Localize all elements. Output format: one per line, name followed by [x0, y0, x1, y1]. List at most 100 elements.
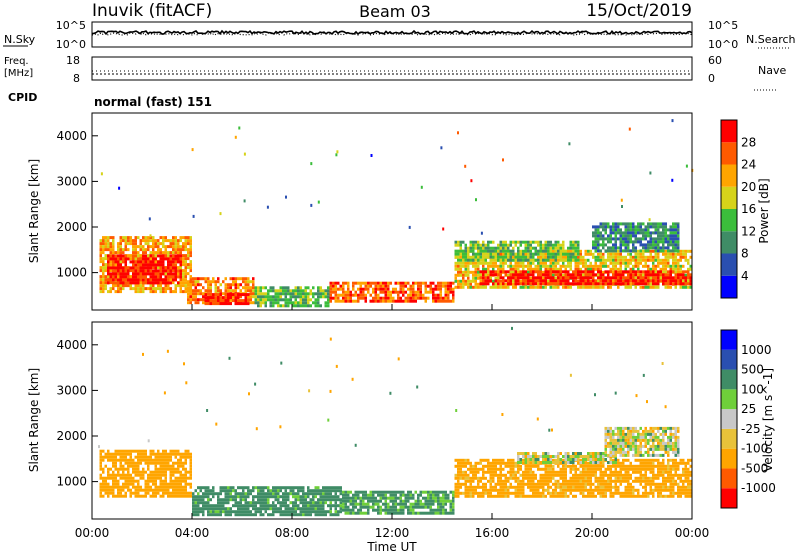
echo-cell — [337, 287, 340, 291]
echo-cell — [149, 458, 152, 462]
echo-cell — [147, 278, 150, 282]
echo-cell — [437, 511, 440, 515]
echo-cell — [444, 490, 447, 494]
echo-cell — [279, 286, 282, 290]
echo-cell — [269, 489, 272, 493]
echo-cell — [279, 495, 282, 499]
echo-cell — [167, 251, 170, 255]
echo-cell — [682, 255, 685, 259]
echo-cell — [122, 287, 125, 291]
echo-cell — [554, 267, 557, 271]
echo-cell — [352, 493, 355, 497]
echo-cell — [302, 298, 305, 302]
echo-cell — [444, 296, 447, 300]
echo-cell — [532, 285, 535, 289]
echo-cell — [517, 264, 520, 268]
echo-cell — [362, 499, 365, 503]
echo-cell — [637, 261, 640, 265]
echo-cell — [569, 267, 572, 271]
echo-cell — [134, 461, 137, 465]
echo-cell — [197, 486, 200, 490]
echo-cell — [327, 495, 330, 499]
echo-cell — [537, 276, 540, 280]
echo-cell — [457, 479, 460, 483]
echo-cell — [367, 502, 370, 506]
echo-cell — [109, 254, 112, 258]
echo-cell — [167, 263, 170, 267]
echo-cell — [522, 267, 525, 271]
echo-cell — [164, 458, 167, 462]
echo-cell — [129, 494, 132, 498]
echo-cell — [567, 264, 570, 268]
echo-cell — [597, 264, 600, 268]
echo-cell — [564, 258, 567, 262]
echo-cell — [674, 225, 677, 229]
echo-cell — [199, 283, 202, 287]
echo-cell — [519, 255, 522, 259]
echo-cell — [469, 461, 472, 465]
echo-cell — [459, 476, 462, 480]
echo-cell — [237, 486, 240, 490]
echo-cell — [489, 461, 492, 465]
echo-cell — [607, 264, 610, 268]
echo-cell — [117, 248, 120, 252]
echo-cell — [164, 275, 167, 279]
echo-cell — [182, 464, 185, 468]
echo-cell — [457, 285, 460, 289]
echo-cell — [157, 491, 160, 495]
echo-cell — [169, 272, 172, 276]
echo-cell — [477, 461, 480, 465]
echo-cell — [144, 287, 147, 291]
echo-cell — [492, 273, 495, 277]
echo-cell — [117, 458, 120, 462]
echo-cell — [149, 251, 152, 255]
echo-cell — [249, 301, 252, 305]
echo-cell — [502, 482, 505, 486]
echo-cell — [229, 283, 232, 287]
echo-cell — [347, 508, 350, 512]
echo-cell — [669, 279, 672, 283]
echo-cell — [577, 261, 580, 265]
echo-cell — [502, 461, 505, 465]
echo-cell — [579, 276, 582, 280]
echo-cell — [492, 473, 495, 477]
echo-cell — [109, 476, 112, 480]
echo-cell — [684, 249, 687, 253]
echo-cell — [609, 279, 612, 283]
echo-cell — [457, 261, 460, 265]
echo-cell — [669, 234, 672, 238]
echo-cell — [489, 246, 492, 250]
echo-cell — [687, 285, 690, 289]
echo-cell — [637, 249, 640, 253]
echo-cell — [334, 510, 337, 514]
echo-cell — [184, 257, 187, 261]
echo-cell — [627, 240, 630, 244]
echo-cell — [267, 289, 270, 293]
echo-cell — [164, 455, 167, 459]
echo-cell — [459, 267, 462, 271]
echo-cell — [624, 261, 627, 265]
echo-cell — [424, 499, 427, 503]
echo-cell — [429, 508, 432, 512]
echo-cell — [349, 296, 352, 300]
echo-cell — [652, 255, 655, 259]
echo-cell — [634, 225, 637, 229]
echo-cell — [524, 279, 527, 283]
echo-cell — [669, 225, 672, 229]
echo-cell — [154, 452, 157, 456]
echo-cell — [367, 499, 370, 503]
echo-cell — [674, 267, 677, 271]
echo-cell — [259, 513, 262, 517]
echo-cell — [297, 492, 300, 496]
echo-cell — [454, 485, 457, 489]
date-title: 15/Oct/2019 — [586, 1, 692, 21]
echo-cell — [667, 273, 670, 277]
echo-cell — [302, 507, 305, 511]
nsearch-label: N.Search — [746, 33, 796, 46]
echo-cell — [119, 281, 122, 285]
echo-cell — [139, 458, 142, 462]
freq-label-1: Freq. — [4, 56, 29, 67]
echo-cell — [312, 507, 315, 511]
echo-cell — [124, 257, 127, 261]
echo-cell — [252, 277, 255, 281]
